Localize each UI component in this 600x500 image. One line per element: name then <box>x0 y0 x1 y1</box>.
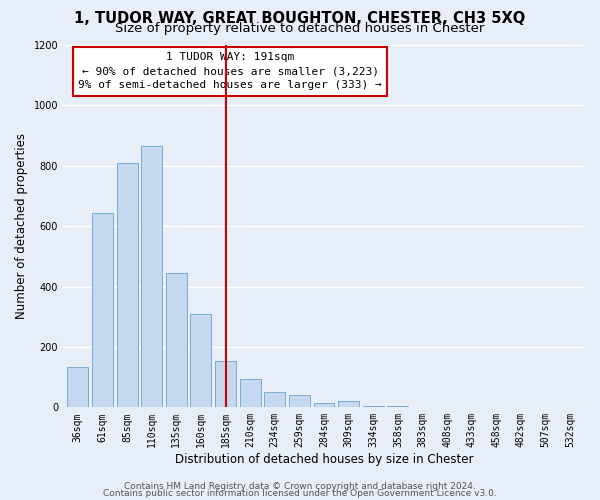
Text: 1 TUDOR WAY: 191sqm
← 90% of detached houses are smaller (3,223)
9% of semi-deta: 1 TUDOR WAY: 191sqm ← 90% of detached ho… <box>78 52 382 90</box>
Bar <box>67 366 88 408</box>
Text: Contains public sector information licensed under the Open Government Licence v3: Contains public sector information licen… <box>103 488 497 498</box>
Text: 1, TUDOR WAY, GREAT BOUGHTON, CHESTER, CH3 5XQ: 1, TUDOR WAY, GREAT BOUGHTON, CHESTER, C… <box>74 11 526 26</box>
Bar <box>314 403 334 407</box>
Bar <box>166 273 187 407</box>
Bar <box>116 163 137 408</box>
Bar <box>289 396 310 407</box>
Text: Contains HM Land Registry data © Crown copyright and database right 2024.: Contains HM Land Registry data © Crown c… <box>124 482 476 491</box>
Bar <box>338 402 359 407</box>
Bar <box>215 360 236 408</box>
Bar <box>92 212 113 408</box>
Bar <box>265 392 285 407</box>
Bar <box>412 406 433 408</box>
Bar <box>388 406 409 408</box>
Bar <box>363 406 384 407</box>
Bar <box>141 146 162 407</box>
Y-axis label: Number of detached properties: Number of detached properties <box>15 133 28 319</box>
Text: Size of property relative to detached houses in Chester: Size of property relative to detached ho… <box>115 22 485 35</box>
X-axis label: Distribution of detached houses by size in Chester: Distribution of detached houses by size … <box>175 453 473 466</box>
Bar <box>190 314 211 408</box>
Bar <box>239 378 260 408</box>
